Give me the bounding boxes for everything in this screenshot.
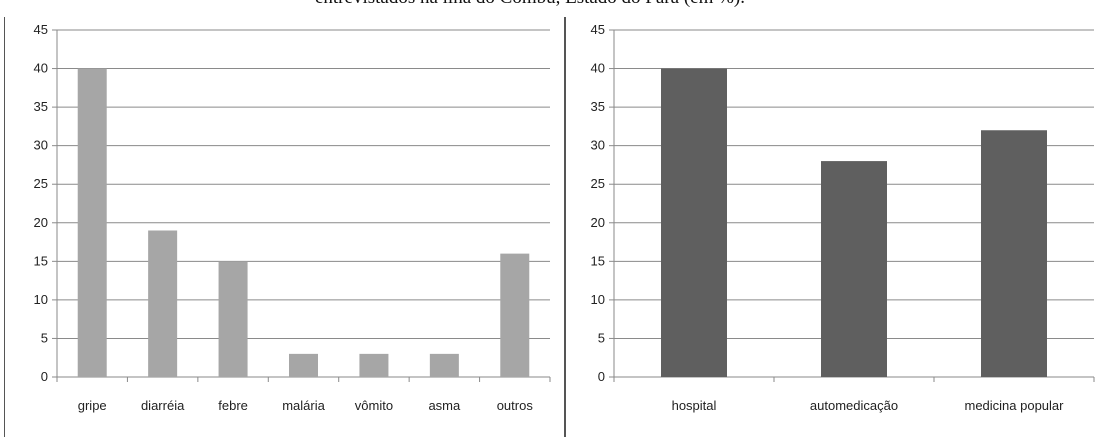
y-tick-label: 40 [591, 61, 605, 76]
x-category-label: medicina popular [964, 398, 1064, 413]
x-category-label: automedicação [810, 398, 898, 413]
y-tick-label: 30 [34, 138, 48, 153]
y-tick-label: 35 [34, 99, 48, 114]
y-tick-label: 20 [591, 215, 605, 230]
x-category-label: malária [282, 398, 325, 413]
x-category-label: vômito [355, 398, 393, 413]
figure-caption: entrevistados na ilha do Combu, Estado d… [0, 0, 1060, 9]
bar-febre [218, 261, 248, 377]
y-tick-label: 0 [41, 369, 48, 384]
bar-outros [500, 253, 530, 377]
bar-gripe [77, 68, 107, 378]
bar-automedicação [821, 161, 887, 377]
x-category-label: diarréia [141, 398, 185, 413]
y-tick-label: 5 [598, 330, 605, 345]
bar-diarréia [148, 230, 178, 377]
x-category-label: asma [428, 398, 461, 413]
chart-panel-illnesses: 0 5 10 15 20 25 30 35 40 45 gripe diarréia febre malá… [4, 17, 561, 437]
y-tick-label: 0 [598, 369, 605, 384]
bar-vômito [359, 353, 389, 377]
chart-panel-treatment: 0 5 10 15 20 25 30 35 40 45 hospital automedicação m… [564, 17, 1104, 437]
x-category-label: febre [218, 398, 248, 413]
bar-chart-illnesses: 0 5 10 15 20 25 30 35 40 45 gripe diarréia febre malá… [34, 22, 551, 413]
y-tick-label: 35 [591, 99, 605, 114]
y-tick-label: 40 [34, 61, 48, 76]
x-category-label: hospital [672, 398, 717, 413]
y-tick-label: 20 [34, 215, 48, 230]
bar-malária [289, 353, 318, 377]
x-category-label: outros [497, 398, 534, 413]
y-tick-label: 10 [591, 292, 605, 307]
y-tick-label: 45 [34, 22, 48, 37]
y-tick-label: 25 [34, 176, 48, 191]
y-tick-label: 15 [34, 253, 48, 268]
y-tick-label: 30 [591, 138, 605, 153]
y-tick-label: 25 [591, 176, 605, 191]
y-tick-label: 45 [591, 22, 605, 37]
bar-asma [429, 353, 459, 377]
bar-hospital [661, 68, 727, 378]
y-tick-label: 10 [34, 292, 48, 307]
x-category-label: gripe [78, 398, 107, 413]
y-tick-label: 5 [41, 330, 48, 345]
y-tick-label: 15 [591, 253, 605, 268]
bar-chart-treatment: 0 5 10 15 20 25 30 35 40 45 hospital automedicação m… [591, 22, 1095, 413]
bar-medicina popular [981, 130, 1047, 377]
